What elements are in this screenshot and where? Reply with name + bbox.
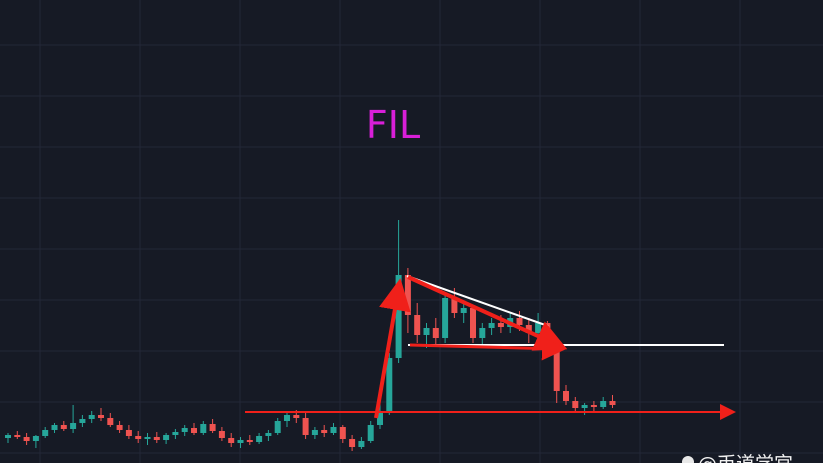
candle-body [488, 323, 495, 328]
candle-body [14, 435, 21, 437]
candle-body [497, 323, 504, 327]
candle-body [209, 424, 216, 431]
candle-body [116, 425, 123, 430]
candle-body [377, 411, 383, 425]
candle-body [349, 439, 356, 447]
candle-body [51, 425, 58, 430]
candle-body [32, 436, 39, 441]
candle-body [284, 415, 290, 421]
candles [5, 220, 616, 451]
candle-body [218, 431, 225, 438]
candle-body [460, 308, 467, 313]
candle-body [88, 415, 95, 419]
candle-body [432, 328, 439, 338]
candle-body [339, 427, 346, 439]
annotations [245, 275, 736, 420]
candle-body [163, 435, 170, 440]
candle-body [135, 436, 142, 439]
candle-body [42, 430, 49, 436]
candle-body [470, 308, 476, 338]
candle-body [479, 328, 486, 338]
candle-body [321, 430, 328, 433]
candle-body [609, 401, 616, 405]
candle-body [79, 419, 86, 423]
candle-body [525, 325, 532, 333]
candle-body [516, 318, 523, 325]
candle-body [581, 405, 588, 408]
candle-body [191, 428, 197, 433]
candle-body [367, 425, 374, 441]
candle-body [200, 424, 207, 433]
candle-body [293, 415, 300, 418]
candle-body [414, 315, 421, 335]
candle-body [181, 428, 188, 432]
candle-body [563, 391, 569, 401]
candle-body [600, 401, 607, 407]
candle-body [107, 418, 114, 425]
candle-body [228, 438, 235, 443]
candle-body [451, 298, 458, 313]
candle-body [330, 427, 337, 433]
candle-body [535, 323, 542, 333]
candle-body [358, 441, 365, 447]
candle-body [442, 298, 449, 338]
chart-title: FIL [366, 103, 420, 147]
candle-body [60, 425, 67, 429]
candle-body [23, 437, 30, 441]
candle-body [404, 275, 411, 315]
candle-body [172, 432, 179, 435]
candle-body [144, 437, 151, 439]
candle-body [302, 418, 309, 435]
candle-body [153, 437, 160, 440]
candle-body [590, 405, 597, 407]
candle-body [246, 440, 253, 442]
candle-body [553, 341, 560, 391]
candle-body [423, 328, 430, 335]
candle-body [5, 435, 11, 438]
watermark: @币道学宫 [698, 453, 793, 463]
watermark-logo [682, 456, 694, 463]
candle-body [274, 421, 281, 433]
candle-body [256, 436, 263, 442]
candle-body [98, 415, 104, 418]
candle-body [386, 358, 393, 411]
candle-body [311, 430, 318, 435]
candle-body [572, 401, 579, 408]
candle-body [125, 430, 132, 436]
candle-body [395, 275, 402, 358]
candle-body [237, 440, 244, 443]
candle-body [70, 423, 77, 429]
candle-body [265, 433, 272, 436]
